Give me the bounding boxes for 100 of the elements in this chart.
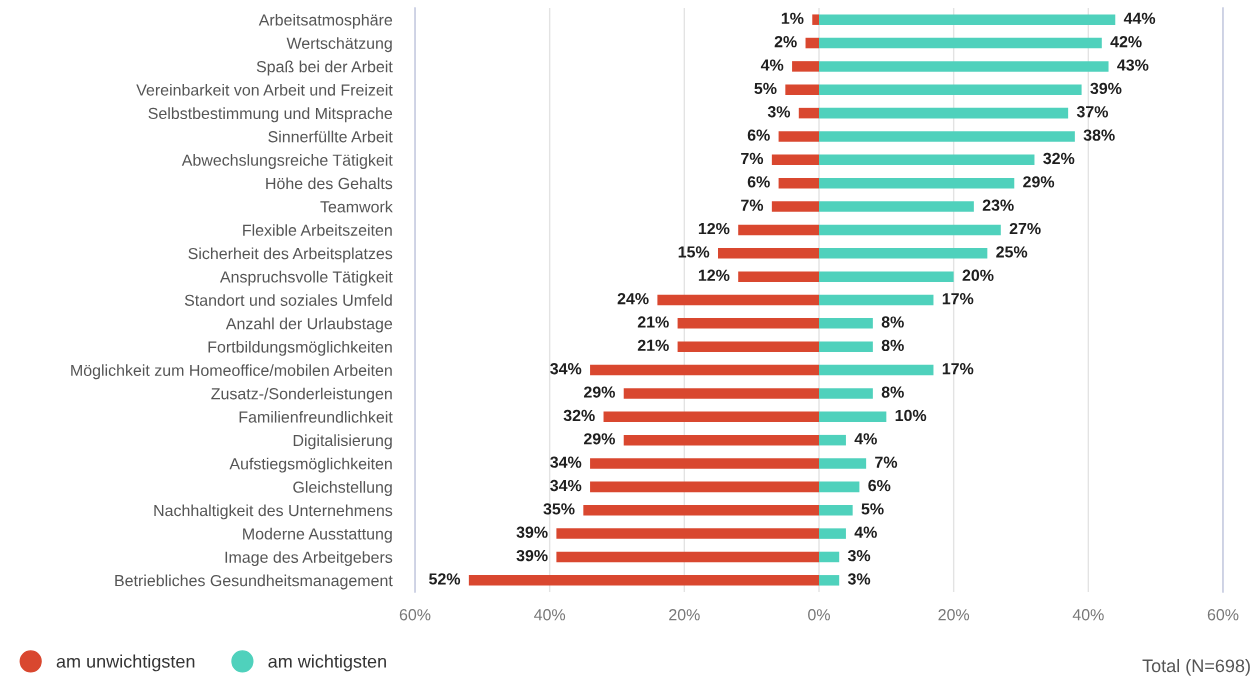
data-label: 8% [881, 316, 904, 328]
bar [778, 131, 819, 142]
data-label: 32% [1043, 152, 1075, 165]
data-label: 6% [747, 129, 770, 141]
y-tick-label: Fortbildungsmöglichkeiten [208, 340, 392, 356]
bar [805, 37, 819, 49]
data-label: 10% [895, 409, 927, 422]
x-tick-label: 60% [1207, 609, 1239, 621]
data-label: 29% [583, 433, 615, 445]
y-tick-label: Spaß bei der Arbeit [256, 60, 393, 76]
data-label: 44% [1123, 12, 1156, 24]
data-label: 37% [1076, 106, 1109, 118]
y-tick-label: Anspruchsvolle Tätigkeit [219, 270, 393, 286]
y-tick-label: Digitalisierung [293, 434, 392, 450]
bar [792, 61, 819, 72]
data-label: 4% [760, 59, 784, 71]
data-label: 23% [982, 199, 1014, 211]
y-tick-label: Image des Arbeitgebers [225, 551, 393, 567]
bar [771, 201, 819, 212]
data-label: 7% [741, 152, 764, 165]
bar [778, 177, 819, 189]
data-label: 15% [678, 246, 710, 258]
data-label: 43% [1117, 59, 1149, 71]
data-label: 34% [550, 479, 582, 492]
y-tick-label: Vereinbarkeit von Arbeit und Freizeit [136, 83, 393, 96]
y-tick-label: Höhe des Gehalts [266, 177, 393, 190]
data-label: 7% [741, 199, 764, 211]
data-label: 4% [854, 526, 877, 538]
data-label: 1% [781, 12, 804, 24]
y-tick-label: Aufstiegsmöglichkeiten [229, 457, 392, 473]
bar [785, 84, 819, 96]
x-tick-label: 60% [399, 609, 431, 621]
y-tick-label: Zusatz-/Sonderleistungen [211, 387, 392, 403]
x-tick-label: 0% [808, 609, 830, 621]
data-label: 3% [847, 549, 871, 562]
bar [819, 388, 873, 399]
data-label: 29% [583, 386, 615, 398]
data-label: 35% [543, 503, 575, 515]
data-label: 21% [637, 339, 669, 351]
bar [812, 14, 819, 25]
x-tick-label: 40% [534, 609, 566, 621]
y-tick-label: Selbstbestimmung und Mitsprache [148, 107, 393, 123]
y-tick-label: Nachhaltigkeit des Unternehmens [154, 504, 393, 520]
text: Total (N=698) [1142, 658, 1250, 676]
data-label: 21% [637, 316, 669, 328]
y-tick-label: Moderne Ausstattung [243, 527, 392, 543]
x-tick-label: 20% [669, 609, 700, 621]
y-tick-label: Sinnerfüllte Arbeit [268, 130, 393, 143]
y-tick-label: Arbeitsatmosphäre [258, 13, 393, 29]
y-tick-label: Standort und soziales Umfeld [184, 294, 392, 306]
y-tick-label: Betriebliches Gesundheitsmanagement [115, 574, 393, 590]
legend-label: am unwichtigsten [56, 654, 195, 672]
data-label: 8% [881, 386, 904, 398]
bar [819, 481, 860, 493]
data-label: 7% [875, 456, 898, 468]
x-tick-label: 20% [938, 609, 970, 621]
data-label: 12% [698, 222, 730, 235]
y-tick-label: Wertschätzung [286, 37, 392, 53]
data-label: 6% [868, 479, 891, 492]
data-label: 29% [1023, 176, 1055, 188]
data-label: 6% [747, 176, 770, 188]
y-tick-label: Flexible Arbeitszeiten [243, 224, 392, 236]
bar [819, 528, 846, 539]
data-label: 42% [1110, 36, 1142, 48]
data-label: 4% [854, 433, 877, 445]
bar [819, 458, 867, 469]
legend-label: am wichtigsten [268, 654, 386, 672]
data-label: 5% [861, 503, 884, 515]
bar [819, 575, 840, 586]
data-label: 12% [698, 269, 730, 281]
data-label: 17% [942, 363, 974, 375]
data-label: 2% [774, 36, 797, 48]
y-tick-label: Gleichstellung [293, 481, 392, 496]
x-tick-label: 40% [1072, 609, 1104, 621]
data-label: 27% [1009, 222, 1041, 235]
bar [819, 504, 853, 516]
data-label: 38% [1083, 129, 1115, 141]
data-label: 17% [942, 293, 974, 305]
data-label: 32% [563, 409, 595, 422]
data-label: 5% [754, 82, 777, 95]
data-label: 20% [962, 269, 994, 281]
data-label: 24% [617, 292, 649, 305]
data-label: 3% [847, 573, 871, 585]
data-label: 34% [550, 363, 582, 375]
data-label: 39% [1090, 82, 1122, 95]
y-tick-label: Anzahl der Urlaubstage [225, 317, 393, 333]
y-tick-label: Teamwork [320, 200, 393, 213]
y-tick-label: Abwechslungsreiche Tätigkeit [181, 154, 393, 169]
data-label: 3% [767, 106, 791, 118]
data-label: 39% [516, 549, 548, 562]
bar [819, 411, 887, 423]
data-label: 25% [996, 246, 1028, 258]
data-label: 8% [881, 339, 904, 352]
y-tick-label: Familienfreundlichkeit [239, 411, 393, 423]
bar [819, 551, 840, 563]
y-tick-label: Sicherheit des Arbeitsplatzes [188, 247, 393, 263]
data-label: 52% [429, 573, 461, 585]
y-tick-label: Möglichkeit zum Homeoffice/mobilen Arbeiten [71, 364, 392, 380]
bar [798, 107, 819, 119]
bar [819, 434, 846, 446]
